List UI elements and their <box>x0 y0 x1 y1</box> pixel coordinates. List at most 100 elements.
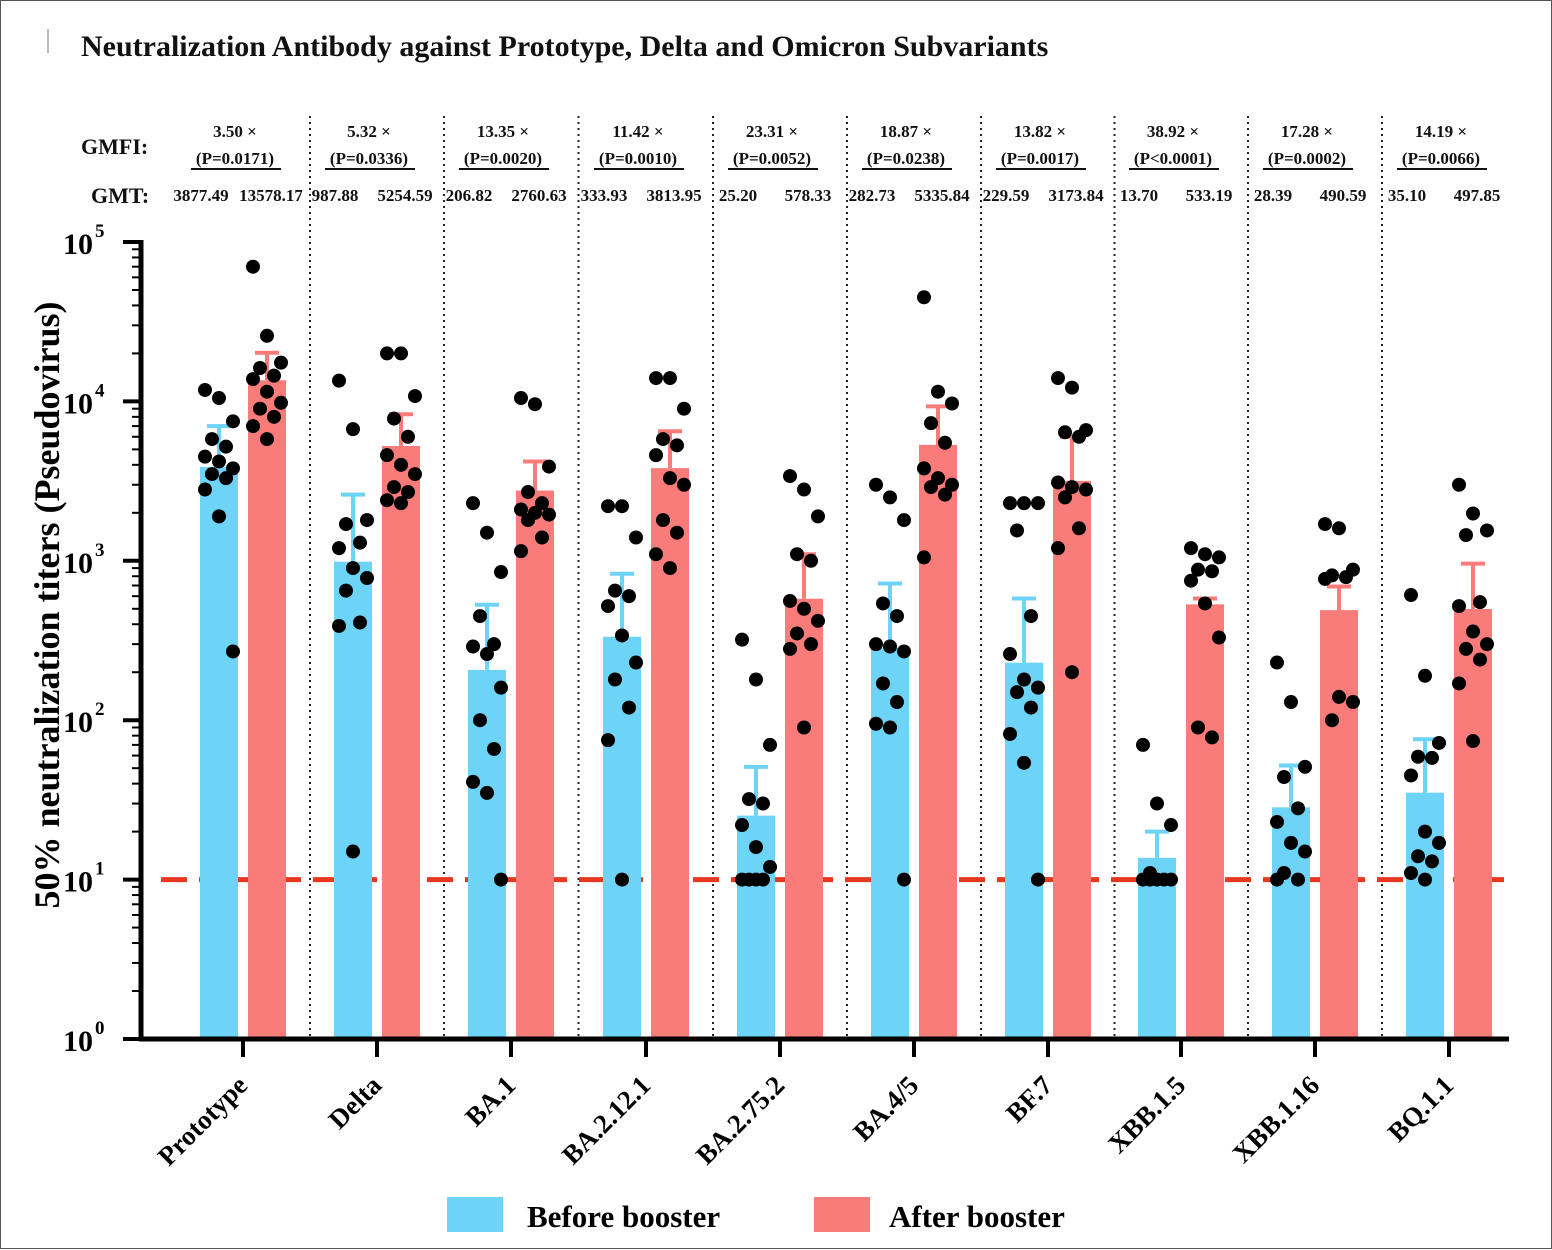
gmfi-value: 14.19 × <box>1415 122 1467 141</box>
gmt-after-value: 3813.95 <box>646 186 701 205</box>
data-point <box>735 818 749 833</box>
data-point <box>1003 647 1017 662</box>
data-point <box>608 672 622 687</box>
bar-after-booster <box>382 445 420 1039</box>
data-point <box>1332 689 1346 704</box>
data-point <box>246 419 260 434</box>
legend: Before booster After booster <box>447 1197 1065 1234</box>
gmt-after-value: 3173.84 <box>1048 186 1104 205</box>
data-point <box>749 672 763 687</box>
data-point <box>742 792 756 807</box>
category-label: BA.4/5 <box>847 1070 924 1147</box>
data-point <box>198 382 212 397</box>
data-point <box>663 561 677 576</box>
bar-after-booster <box>785 598 823 1039</box>
data-point <box>380 448 394 463</box>
data-point <box>1270 814 1284 829</box>
p-value: (P=0.0238) <box>867 149 945 168</box>
data-point <box>1164 818 1178 833</box>
data-point <box>226 461 240 476</box>
data-point <box>897 872 911 887</box>
data-point <box>656 432 670 447</box>
data-point <box>883 639 897 654</box>
data-point <box>514 391 528 406</box>
data-point <box>1031 496 1045 511</box>
data-point <box>332 618 346 633</box>
data-point <box>1058 425 1072 440</box>
data-point <box>1466 506 1480 521</box>
data-point <box>629 530 643 545</box>
data-point <box>274 355 288 370</box>
data-point <box>346 844 360 859</box>
data-point <box>1017 496 1031 511</box>
data-point <box>212 391 226 406</box>
data-point <box>811 613 825 628</box>
bar-after-booster <box>1454 609 1492 1039</box>
data-point <box>938 487 952 502</box>
data-point <box>783 641 797 656</box>
category-label: BA.2.75.2 <box>690 1070 790 1170</box>
data-point <box>380 346 394 361</box>
data-point <box>601 499 615 514</box>
data-point <box>783 593 797 608</box>
data-point <box>219 471 233 486</box>
y-tick-label: 10 <box>63 228 93 261</box>
category-label: BQ.1.1 <box>1382 1070 1459 1147</box>
data-point <box>1291 872 1305 887</box>
data-point <box>542 507 556 522</box>
data-point <box>1205 564 1219 579</box>
data-point <box>1065 380 1079 395</box>
y-tick-exponent: 0 <box>95 1018 105 1039</box>
data-point <box>677 477 691 492</box>
gmt-after-value: 533.19 <box>1186 186 1233 205</box>
data-point <box>677 401 691 416</box>
category-label: Prototype <box>152 1070 253 1171</box>
data-point <box>353 535 367 550</box>
data-point <box>883 490 897 505</box>
data-point <box>1425 854 1439 869</box>
data-point <box>663 471 677 486</box>
data-point <box>869 477 883 492</box>
data-point <box>521 485 535 500</box>
data-point <box>1411 749 1425 764</box>
data-point <box>869 637 883 652</box>
data-point <box>246 372 260 387</box>
data-point <box>883 720 897 735</box>
gmfi-row-label: GMFI: <box>81 134 148 159</box>
data-point <box>869 716 883 731</box>
data-point <box>274 395 288 410</box>
data-point <box>1452 599 1466 614</box>
data-point <box>535 496 549 511</box>
data-point <box>1065 665 1079 680</box>
data-point <box>1003 496 1017 511</box>
data-point <box>521 513 535 528</box>
bar-after-booster <box>516 490 554 1039</box>
data-point <box>615 628 629 643</box>
bars-group <box>200 380 1492 1040</box>
data-point <box>629 655 643 670</box>
data-point <box>1459 528 1473 543</box>
data-point <box>1325 713 1339 728</box>
data-point <box>1079 482 1093 497</box>
data-point <box>790 626 804 641</box>
data-point <box>890 609 904 624</box>
gmt-after-value: 497.85 <box>1454 186 1501 205</box>
data-point <box>622 589 636 604</box>
category-label: XBB.1.16 <box>1227 1070 1326 1169</box>
data-point <box>890 695 904 710</box>
data-point <box>749 872 763 887</box>
data-point <box>226 414 240 429</box>
data-point <box>387 411 401 426</box>
data-point <box>514 544 528 559</box>
data-point <box>253 361 267 376</box>
data-point <box>1024 609 1038 624</box>
axes-group <box>138 240 1509 1042</box>
data-point <box>360 571 374 586</box>
data-point <box>1191 562 1205 577</box>
data-point <box>797 720 811 735</box>
data-point <box>267 368 281 383</box>
data-point <box>1058 490 1072 505</box>
data-point <box>1270 655 1284 670</box>
data-point <box>897 644 911 659</box>
data-point <box>528 397 542 412</box>
